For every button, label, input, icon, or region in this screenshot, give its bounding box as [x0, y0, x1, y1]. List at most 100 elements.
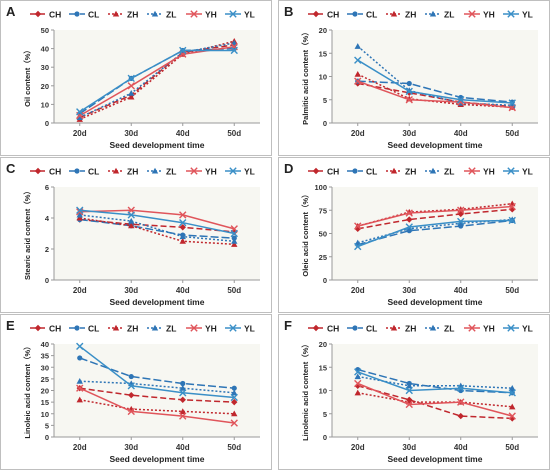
- legend-label: CH: [49, 10, 61, 20]
- y-tick-label: 2: [45, 245, 49, 254]
- y-tick-label: 15: [319, 363, 327, 372]
- data-point: [76, 342, 84, 351]
- x-tick-label: 40d: [176, 129, 190, 138]
- series-line: [357, 219, 513, 246]
- series-line: [357, 73, 513, 108]
- legend-label: ZH: [405, 10, 416, 20]
- data-point: [128, 93, 135, 100]
- data-point: [180, 380, 186, 387]
- series-line: [357, 80, 513, 103]
- data-point: [127, 407, 135, 416]
- legend-item-yh: YH: [464, 167, 495, 177]
- series-yh: [76, 384, 238, 427]
- legend-label: YH: [483, 324, 495, 334]
- data-point: [354, 225, 361, 233]
- legend-label: CL: [366, 324, 377, 334]
- data-point: [405, 223, 413, 231]
- x-tick-label: 40d: [176, 286, 190, 295]
- legend-item-zh: ZH: [108, 324, 138, 334]
- y-axis-label: Oleic acid content（%）: [300, 190, 310, 276]
- series-line: [357, 375, 513, 389]
- legend-marker: [352, 325, 358, 331]
- data-point: [354, 368, 362, 376]
- legend-item-zl: ZL: [147, 167, 176, 177]
- data-point: [230, 229, 238, 238]
- panel-label: D: [284, 161, 293, 176]
- x-tick-label: 50d: [227, 129, 241, 138]
- data-point: [127, 211, 135, 219]
- legend-marker: [468, 167, 476, 175]
- legend-item-yl: YL: [225, 10, 255, 20]
- legend-marker: [312, 324, 320, 332]
- legend-label: YL: [244, 10, 255, 20]
- x-axis-label: Seed development time: [110, 140, 205, 150]
- legend-item-zl: ZL: [425, 167, 454, 177]
- data-point: [76, 211, 83, 218]
- data-point: [509, 206, 516, 213]
- legend-item-yl: YL: [503, 324, 533, 334]
- data-point: [231, 389, 238, 396]
- x-tick-label: 40d: [454, 129, 468, 138]
- series-ch: [354, 206, 516, 233]
- series-yl: [354, 56, 516, 107]
- legend-item-yl: YL: [225, 324, 255, 334]
- legend-item-yl: YL: [503, 167, 533, 177]
- panel-E: E CH CL ZH ZL YH YL 0 5 10 15 20 25 30 35 40 20d 30d 40d 50…: [0, 314, 272, 470]
- data-point: [127, 74, 135, 83]
- panel-A: A CH CL ZH ZL YH YL 0 10 20 30 40 50 20d 30d 40d 50d Seed…: [0, 0, 272, 156]
- y-tick-label: 15: [319, 49, 327, 58]
- data-point: [457, 210, 464, 218]
- x-tick-label: 50d: [227, 443, 241, 452]
- series-line: [357, 382, 513, 417]
- legend-label: YH: [205, 324, 217, 334]
- data-point: [230, 46, 238, 55]
- legend-label: ZL: [166, 10, 176, 20]
- x-tick-label: 30d: [124, 443, 138, 452]
- data-point: [231, 241, 238, 247]
- x-tick-label: 20d: [73, 443, 87, 452]
- data-point: [508, 202, 516, 211]
- legend-item-cl: CL: [69, 324, 99, 334]
- legend-item-yh: YH: [464, 324, 495, 334]
- legend-marker: [312, 10, 320, 18]
- data-point: [179, 412, 187, 420]
- series-line: [357, 59, 513, 104]
- series-line: [79, 44, 235, 119]
- legend-marker: [112, 167, 120, 174]
- y-tick-label: 35: [41, 352, 49, 361]
- x-tick-label: 30d: [402, 129, 416, 138]
- legend-marker: [429, 324, 437, 331]
- x-tick-label: 30d: [124, 129, 138, 138]
- series-line: [357, 368, 513, 394]
- x-tick-label: 40d: [454, 286, 468, 295]
- data-point: [179, 218, 187, 227]
- legend-marker: [352, 168, 358, 174]
- data-point: [231, 410, 238, 417]
- y-tick-label: 15: [41, 398, 49, 407]
- legend-label: ZH: [127, 167, 138, 177]
- x-axis-label: Seed development time: [388, 297, 483, 307]
- legend-item-zh: ZH: [386, 324, 416, 334]
- legend-marker: [429, 167, 437, 174]
- series-line: [357, 392, 513, 408]
- legend-item-zh: ZH: [386, 10, 416, 20]
- data-point: [76, 208, 84, 216]
- plot-area: [54, 187, 260, 280]
- series-line: [79, 209, 235, 235]
- legend-item-cl: CL: [69, 10, 99, 20]
- legend-label: CL: [366, 167, 377, 177]
- y-axis-label: Palmitic acid content（%）: [300, 28, 310, 125]
- legend-item-ch: CH: [308, 167, 339, 177]
- data-point: [76, 396, 83, 403]
- data-point: [77, 355, 83, 361]
- data-point: [354, 56, 362, 64]
- data-point: [509, 403, 516, 410]
- legend-label: CL: [88, 10, 99, 20]
- x-tick-label: 20d: [351, 129, 365, 138]
- legend-item-zh: ZH: [386, 167, 416, 177]
- legend-label: CH: [327, 324, 339, 334]
- legend-item-zh: ZH: [108, 167, 138, 177]
- y-tick-label: 30: [41, 363, 49, 372]
- legend-label: YH: [483, 167, 495, 177]
- x-tick-label: 20d: [73, 129, 87, 138]
